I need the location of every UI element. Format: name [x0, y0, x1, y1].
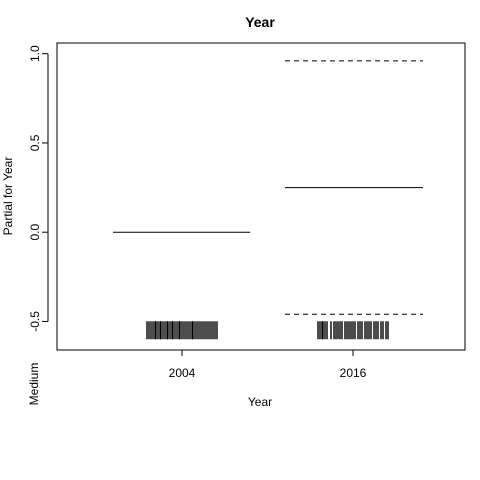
y-tick-label: 0.5	[28, 134, 42, 151]
factor-level-label: Medium	[27, 363, 41, 406]
y-tick-label: 0.0	[28, 224, 42, 241]
x-axis-label: Year	[248, 395, 272, 409]
plot-frame	[56, 42, 466, 351]
y-axis-label: Partial for Year	[1, 157, 15, 236]
y-tick-label: 1.0	[28, 45, 42, 62]
chart-marks: -0.5 0.0 0.5 1.0 2004 2016	[28, 45, 423, 380]
x-tick-label: 2004	[169, 366, 196, 380]
x-tick-label: 2016	[340, 366, 367, 380]
chart-title: Year	[245, 14, 275, 30]
y-tick-label: -0.5	[28, 311, 42, 332]
